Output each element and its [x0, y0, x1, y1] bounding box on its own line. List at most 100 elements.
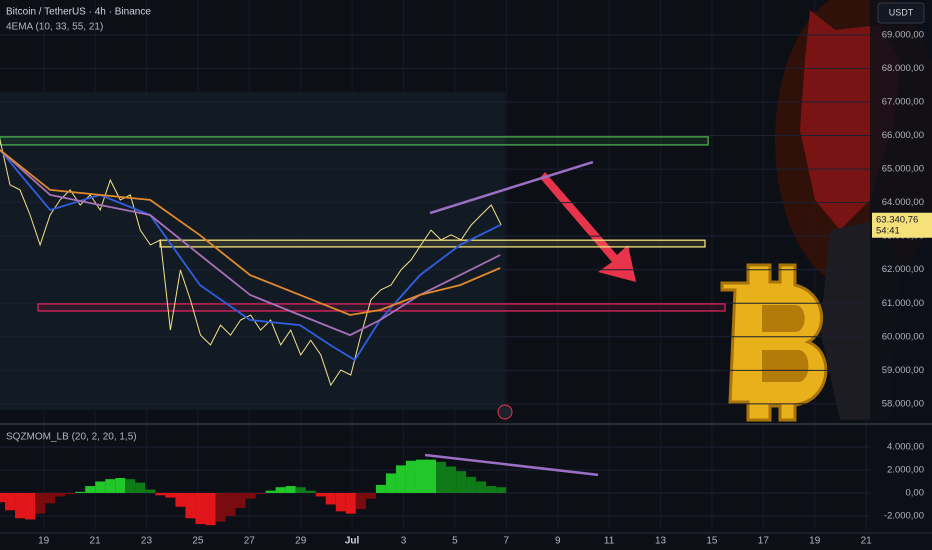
- x-tick-label: 19: [38, 536, 50, 547]
- momentum-bar: [265, 490, 276, 493]
- momentum-bar: [476, 481, 487, 493]
- y-tick-label: 66.000,00: [882, 130, 924, 141]
- momentum-bar: [65, 492, 76, 495]
- momentum-bar: [125, 479, 136, 493]
- price-tag: [872, 212, 932, 238]
- momentum-bar: [85, 486, 96, 493]
- y-tick-label: 65.000,00: [882, 164, 924, 175]
- y-tick-label: 64.000,00: [882, 197, 924, 208]
- indicator-label: 4EMA (10, 33, 55, 21): [6, 22, 103, 33]
- currency-box: [877, 2, 925, 24]
- momentum-bar: [115, 478, 126, 493]
- momentum-bar: [345, 492, 356, 514]
- momentum-bar: [466, 476, 477, 493]
- momentum-bar: [55, 492, 66, 497]
- momentum-bar: [95, 481, 106, 493]
- momentum-bar: [275, 487, 286, 493]
- momentum-bar: [355, 492, 366, 510]
- momentum-bar: [385, 473, 396, 493]
- momentum-bar: [215, 492, 226, 522]
- momentum-bar: [25, 492, 36, 520]
- x-tick-label: 21: [861, 536, 873, 547]
- momentum-bar: [496, 487, 507, 493]
- momentum-bar: [235, 492, 246, 508]
- symbol-title: Bitcoin / TetherUS · 4h · Binance: [6, 7, 151, 18]
- x-tick-label: 3: [401, 536, 407, 547]
- x-tick-label: Jul: [345, 536, 360, 547]
- trendline: [429, 160, 594, 215]
- momentum-bar: [205, 492, 216, 526]
- x-tick-label: 27: [244, 536, 256, 547]
- x-tick-label: 17: [758, 536, 770, 547]
- x-tick-label: 23: [141, 536, 153, 547]
- zone: [37, 303, 726, 312]
- momentum-bar: [165, 492, 176, 498]
- currency-label: USDT: [889, 7, 914, 17]
- momentum-bar: [15, 492, 26, 519]
- ema-line: [0, 149, 501, 316]
- momentum-bar: [415, 459, 427, 493]
- momentum-bar: [105, 479, 116, 493]
- zone: [159, 239, 706, 248]
- momentum-bar: [325, 492, 336, 505]
- momentum-bar: [175, 492, 186, 507]
- momentum-bar: [426, 459, 437, 493]
- momentum-bar: [486, 486, 497, 493]
- y-tick-label: 69.000,00: [882, 29, 924, 40]
- momentum-bar: [35, 492, 46, 514]
- y-tick-label: 58.000,00: [882, 398, 924, 409]
- momentum-bar: [285, 486, 296, 493]
- momentum-title: SQZMOM_LB (20, 2, 20, 1,5): [6, 432, 137, 443]
- x-tick-label: 29: [295, 536, 307, 547]
- bitcoin-logo-inner: [762, 305, 809, 382]
- y-tick-label: 0,00: [906, 487, 925, 498]
- x-tick-label: 5: [452, 536, 458, 547]
- x-tick-label: 13: [655, 536, 667, 547]
- x-tick-label: 19: [809, 536, 821, 547]
- trendline: [424, 453, 599, 477]
- y-tick-label: 62.000,00: [882, 264, 924, 275]
- momentum-bar: [446, 466, 457, 493]
- event-icon: [497, 404, 513, 420]
- momentum-bar: [375, 484, 386, 493]
- momentum-bar: [155, 492, 166, 496]
- momentum-bar: [255, 492, 266, 495]
- momentum-bar: [245, 492, 256, 499]
- momentum-bar: [45, 492, 56, 504]
- x-tick-label: 25: [192, 536, 204, 547]
- momentum-bar: [436, 461, 447, 493]
- x-tick-label: 7: [504, 536, 510, 547]
- y-tick-label: 2.000,00: [887, 464, 924, 475]
- momentum-bar: [405, 460, 416, 493]
- zone: [0, 136, 709, 146]
- x-tick-label: 11: [604, 536, 615, 547]
- momentum-bar: [295, 487, 306, 493]
- price-tag-label: 63.340,76: [876, 214, 918, 225]
- y-tick-label: 60.000,00: [882, 331, 924, 342]
- momentum-bar: [145, 489, 156, 493]
- ema-line: [0, 149, 501, 337]
- momentum-bar: [395, 465, 406, 493]
- momentum-bar: [195, 492, 206, 525]
- momentum-bar: [5, 492, 16, 511]
- momentum-bar: [185, 492, 196, 519]
- countdown-label: 54:41: [876, 225, 900, 236]
- momentum-bar: [456, 471, 467, 493]
- momentum-bar: [75, 491, 86, 493]
- momentum-bar: [135, 482, 146, 493]
- y-tick-label: 59.000,00: [882, 365, 924, 376]
- momentum-bar: [305, 490, 316, 493]
- momentum-bar: [365, 492, 376, 499]
- x-tick-label: 15: [706, 536, 718, 547]
- y-tick-label: 67.000,00: [882, 96, 924, 107]
- y-tick-label: 4.000,00: [887, 441, 924, 452]
- momentum-bar: [335, 492, 346, 512]
- momentum-bar: [225, 492, 236, 516]
- x-tick-label: 21: [90, 536, 102, 547]
- y-tick-label: 61.000,00: [882, 298, 924, 309]
- price-axis: [870, 0, 932, 550]
- momentum-bar: [0, 492, 6, 503]
- y-tick-label: -2.000,00: [884, 510, 924, 521]
- y-tick-label: 68.000,00: [882, 63, 924, 74]
